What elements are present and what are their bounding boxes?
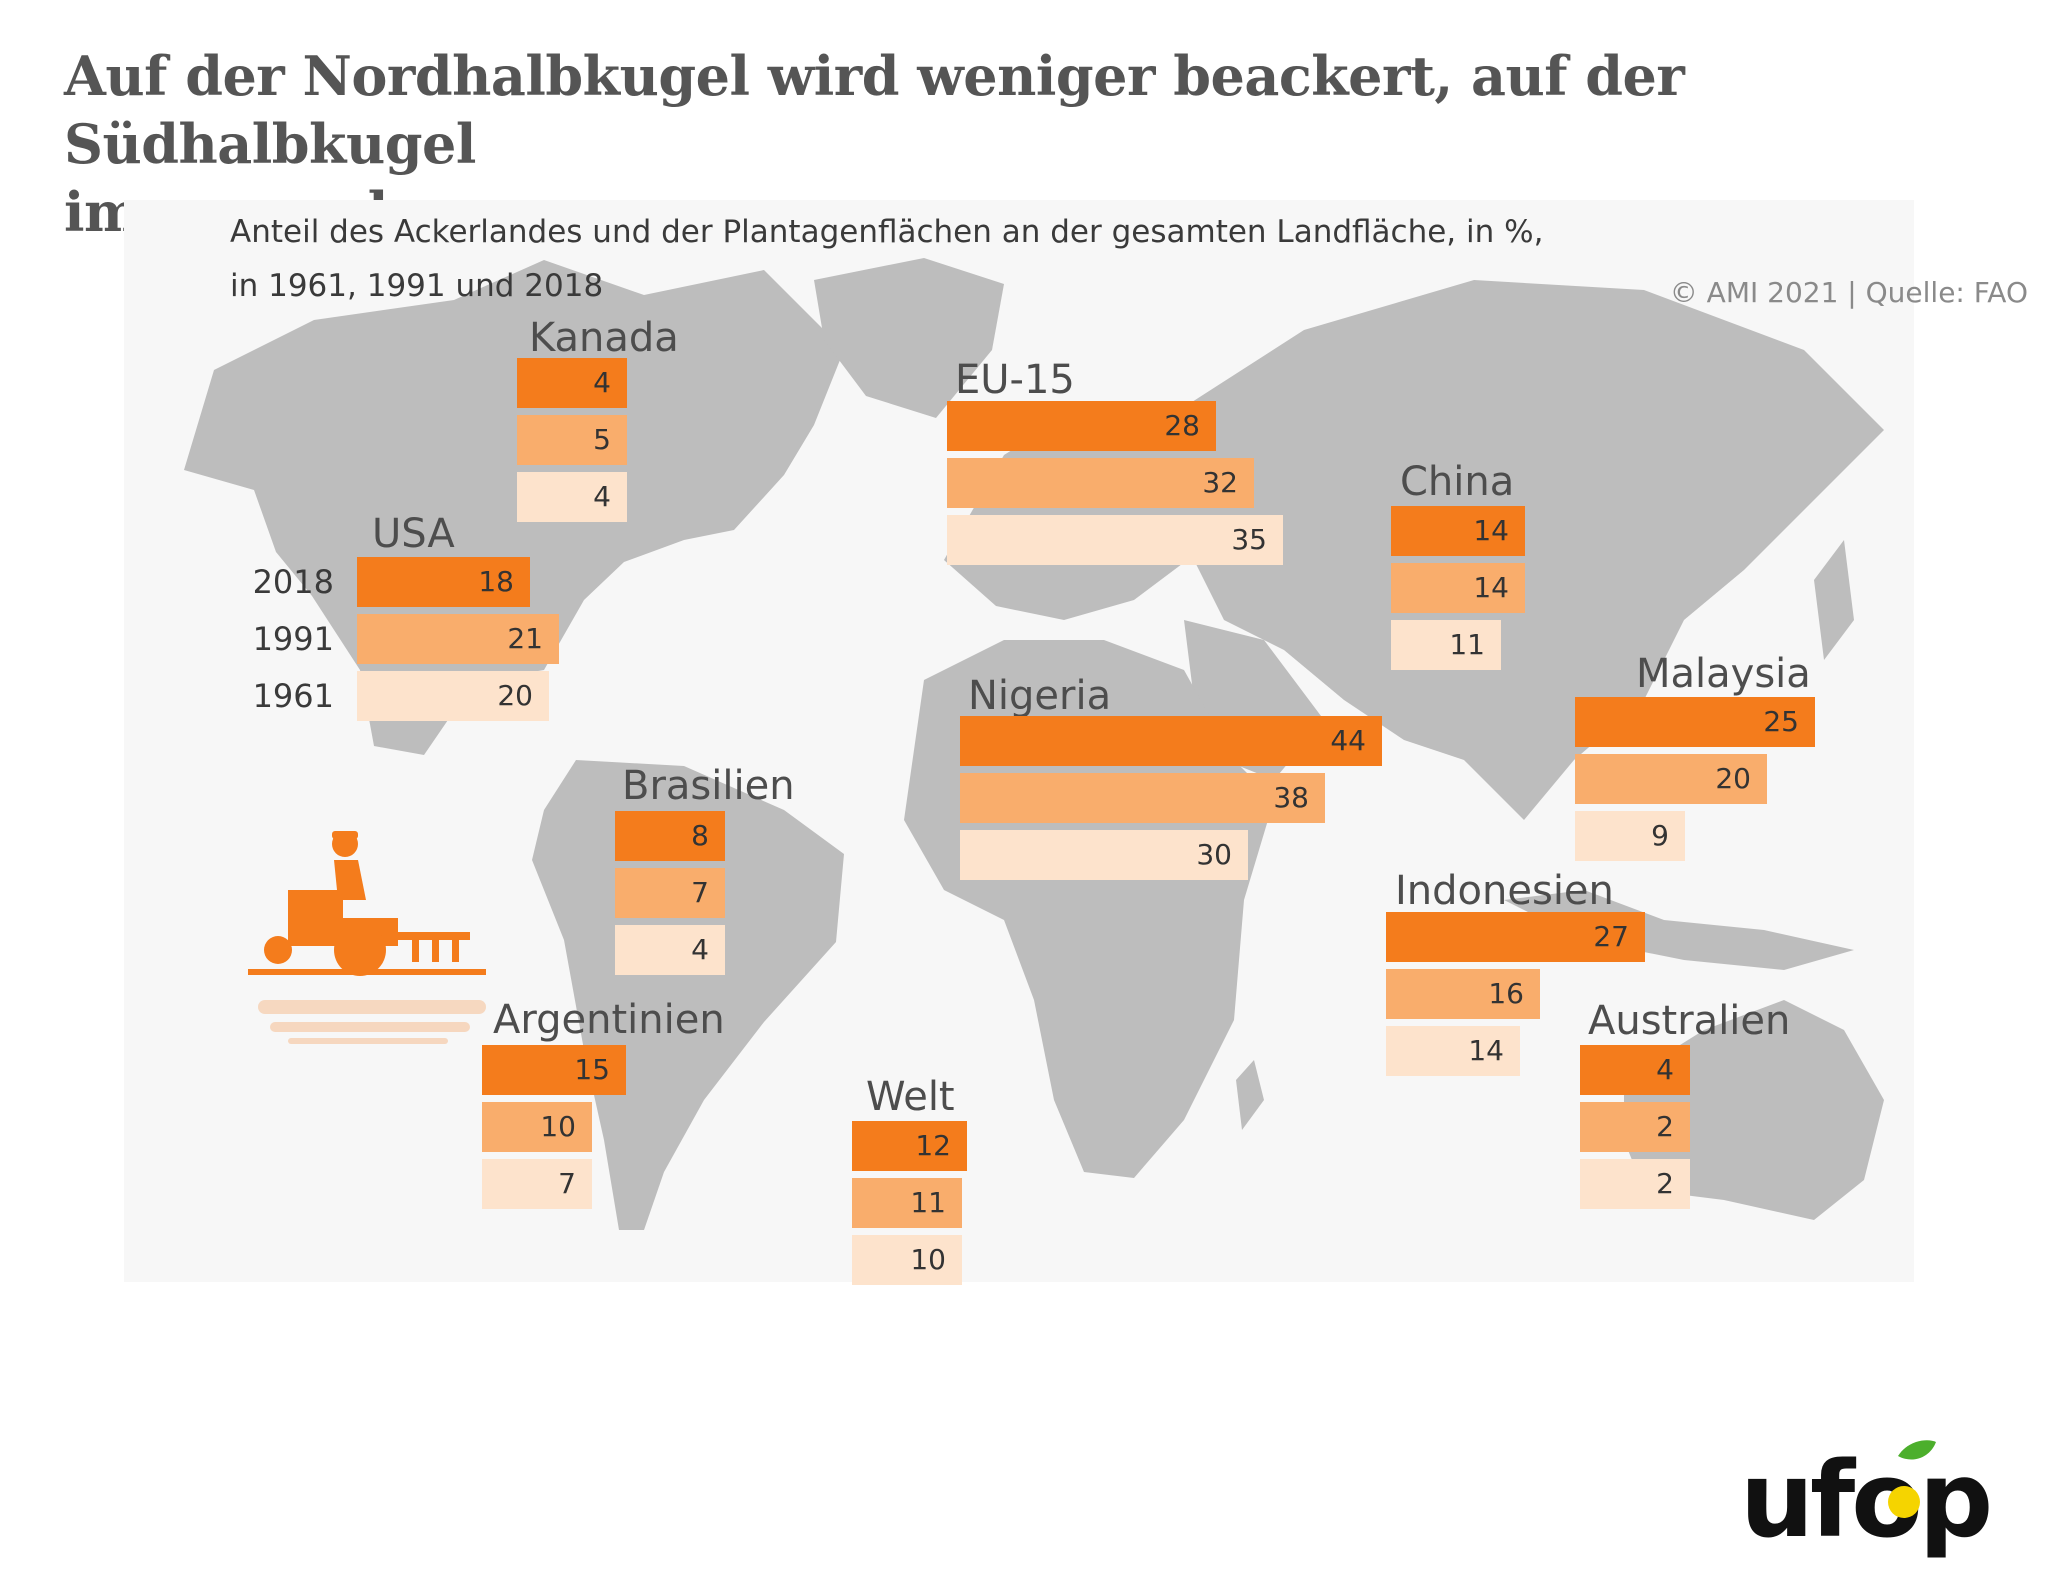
bar-argentinien-1991: 10 [482, 1102, 592, 1152]
bar-eu15-1961: 35 [947, 515, 1283, 565]
bar-welt-2018: 12 [852, 1121, 967, 1171]
north-america-shape [184, 260, 844, 755]
bar-usa-2018: 18 [357, 557, 530, 607]
country-label-australien: Australien [1588, 998, 1791, 1044]
bar-usa-1991: 21 [357, 614, 559, 664]
bar-china-1991: 14 [1391, 563, 1525, 613]
country-label-malaysia: Malaysia [1636, 651, 1811, 697]
bar-argentinien-2018: 15 [482, 1045, 626, 1095]
bar-welt-1961: 10 [852, 1235, 962, 1285]
country-label-brasilien: Brasilien [622, 763, 795, 809]
subtitle: Anteil des Ackerlandes und der Plantagen… [230, 205, 1680, 313]
bar-australien-1961: 2 [1580, 1159, 1690, 1209]
bar-nigeria-2018: 44 [960, 716, 1382, 766]
logo-text: ufop [1740, 1439, 1989, 1561]
bar-australien-2018: 4 [1580, 1045, 1690, 1095]
bar-brasilien-1991: 7 [615, 868, 725, 918]
south-america-shape [532, 760, 844, 1230]
bar-kanada-1961: 4 [517, 472, 627, 522]
logo-leaf-icon [1898, 1440, 1936, 1460]
bar-eu15-1991: 32 [947, 458, 1254, 508]
headline: Auf der Nordhalbkugel wird weniger beack… [64, 42, 2004, 246]
bar-malaysia-2018: 25 [1575, 697, 1815, 747]
bar-indonesien-1991: 16 [1386, 969, 1540, 1019]
greenland-shape [814, 258, 1004, 418]
ufop-logo: ufop [1740, 1439, 1993, 1561]
bar-usa-1961: 20 [357, 671, 549, 721]
logo-seed-icon [1888, 1486, 1920, 1518]
bar-malaysia-1961: 9 [1575, 811, 1685, 861]
source-note: © AMI 2021 | Quelle: FAO [1669, 276, 2028, 309]
legend-year-1961: 1961 [252, 677, 334, 715]
bar-kanada-1991: 5 [517, 415, 627, 465]
country-label-usa: USA [372, 511, 455, 557]
indonesia-shape [1504, 890, 1854, 970]
bar-australien-1991: 2 [1580, 1102, 1690, 1152]
country-label-kanada: Kanada [529, 315, 679, 361]
madagascar-shape [1236, 1060, 1264, 1130]
country-label-eu15: EU-15 [955, 357, 1075, 403]
bar-nigeria-1961: 30 [960, 830, 1248, 880]
bar-argentinien-1961: 7 [482, 1159, 592, 1209]
tractor-icon [248, 831, 486, 1044]
bar-china-1961: 11 [1391, 620, 1501, 670]
bar-welt-1991: 11 [852, 1178, 962, 1228]
country-label-nigeria: Nigeria [968, 673, 1112, 719]
japan-shape [1814, 540, 1854, 660]
bar-brasilien-2018: 8 [615, 811, 725, 861]
headline-line-1: Auf der Nordhalbkugel wird weniger beack… [64, 44, 1685, 176]
bar-china-2018: 14 [1391, 506, 1525, 556]
bar-indonesien-2018: 27 [1386, 912, 1645, 962]
bar-eu15-2018: 28 [947, 401, 1216, 451]
subtitle-line-1: Anteil des Ackerlandes und der Plantagen… [230, 214, 1544, 250]
legend-year-2018: 2018 [252, 563, 334, 601]
legend-year-1991: 1991 [252, 620, 334, 658]
country-label-indonesien: Indonesien [1395, 868, 1614, 914]
subtitle-line-2: in 1961, 1991 und 2018 [230, 268, 604, 304]
country-label-welt: Welt [866, 1074, 955, 1120]
bar-indonesien-1961: 14 [1386, 1026, 1520, 1076]
bar-brasilien-1961: 4 [615, 925, 725, 975]
bar-kanada-2018: 4 [517, 358, 627, 408]
country-label-argentinien: Argentinien [493, 997, 725, 1043]
country-label-china: China [1400, 459, 1515, 505]
bar-nigeria-1991: 38 [960, 773, 1325, 823]
bar-malaysia-1991: 20 [1575, 754, 1767, 804]
